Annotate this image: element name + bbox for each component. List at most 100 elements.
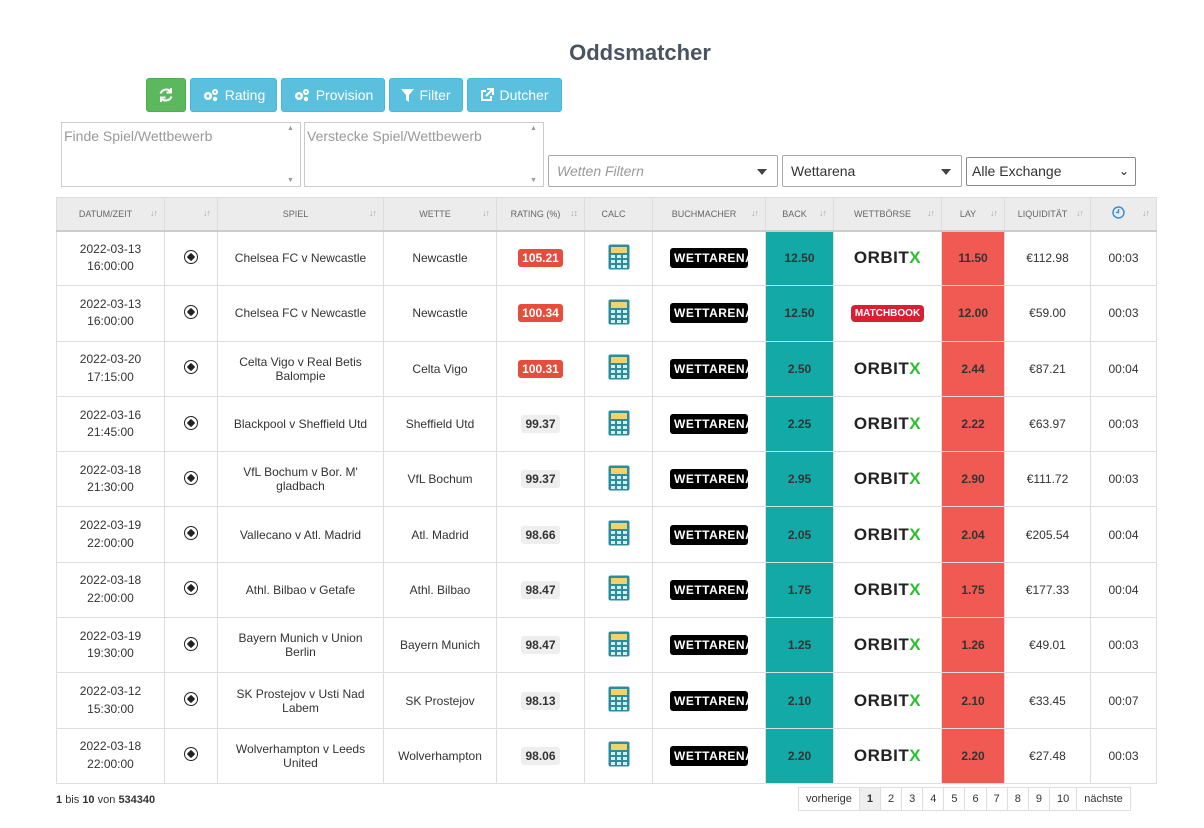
column-header-time[interactable]: ↓↑ [1090,197,1157,232]
orbitx-x-mark: X [909,358,922,378]
total-count: 534340 [118,794,156,806]
cell-bet: SK Prostejov [383,672,497,729]
row-time: 22:00:00 [87,535,134,550]
rating-badge: 98.06 [521,746,560,765]
dutcher-button[interactable]: Dutcher [467,78,562,112]
orbitx-x-mark: X [909,745,922,765]
calculator-icon[interactable] [608,410,630,439]
exchange-select[interactable]: Alle Exchange ⌄ [966,157,1136,186]
pagination-page-button[interactable]: 3 [901,787,924,811]
bookmaker-logo-wettarena[interactable]: WETTARENA [670,579,754,600]
pagination-page-button[interactable]: 8 [1006,787,1029,811]
calculator-icon[interactable] [608,299,630,328]
pagination-page-button[interactable]: 6 [964,787,987,811]
orbitx-x-mark: X [909,469,922,489]
hide-match-placeholder: Verstecke Spiel/Wettbewerb [307,128,482,144]
cell-rating: 105.21 [496,229,585,287]
column-header-back[interactable]: Back ↓↑ [765,197,834,232]
rating-button-label: Rating [224,87,266,103]
column-header-bet[interactable]: Wette ↓↑ [383,197,497,232]
pagination-page-button[interactable]: 7 [985,787,1008,811]
bookmaker-logo-wettarena[interactable]: WETTARENA [670,524,754,545]
bookmaker-logo-wettarena[interactable]: WETTARENA [670,248,754,269]
exchange-logo-orbitx: ORBITX [854,359,921,378]
pagination-page-button[interactable]: 1 [858,787,881,811]
cell-back-odds: 2.10 [765,672,834,729]
bookmaker-logo-wettarena[interactable]: WETTARENA [670,635,754,656]
calculator-icon[interactable] [608,354,630,383]
exchange-logo-orbitx: ORBITX [854,580,921,599]
orbitx-wordmark: ORBIT [853,248,910,268]
bookmaker-logo-wettarena[interactable]: WETTARENA [670,690,754,711]
calculator-icon[interactable] [608,465,630,494]
orbitx-wordmark: ORBIT [853,745,910,765]
calculator-icon[interactable] [608,631,630,660]
cell-calc [584,506,653,563]
cell-exchange: ORBITX [833,561,942,619]
bet-filter-placeholder: Wetten Filtern [557,163,644,179]
column-header-bookmaker[interactable]: Buchmacher ↓↑ [652,197,766,232]
cell-calc [584,561,653,619]
table-row: 2022-03-16 21:45:00 Blackpool v Sheffield … [56,395,1157,453]
rating-badge: 99.37 [521,470,560,489]
calculator-icon[interactable] [608,741,630,770]
sort-icon: ↓↑ [1142,208,1150,218]
sort-desc-icon: ↓↕ [570,208,578,218]
pagination-next-button[interactable]: nächste [1076,787,1131,811]
column-header-liquidity[interactable]: Liquidität ↓↑ [1004,197,1091,232]
refresh-button[interactable] [146,78,186,112]
pagination-page-button[interactable]: 5 [943,787,966,811]
cell-match: Celta Vigo v Real Betis Balompie [217,340,384,397]
bookmaker-logo-wettarena[interactable]: WETTARENA [670,745,754,766]
pagination-prev-button[interactable]: vorherige [798,787,860,811]
orbitx-x-mark: X [909,579,922,599]
cell-bookmaker: WETTARENA [652,340,766,397]
exchange-logo-orbitx: ORBITX [854,635,921,654]
bookmaker-logo-wettarena[interactable]: WETTARENA [670,414,754,435]
column-header-datetime[interactable]: Datum/Zeit ↓↑ [56,197,165,232]
textarea-scrollbar[interactable]: ▲ ▼ [530,125,540,184]
cell-datetime: 2022-03-12 15:30:00 [56,672,165,729]
calculator-icon[interactable] [608,575,630,604]
column-header-sport[interactable]: ↓↑ [164,197,218,232]
calculator-icon[interactable] [608,686,630,715]
column-header-match[interactable]: Spiel ↓↑ [217,197,384,232]
column-header-exchange[interactable]: Wettbörse ↓↑ [833,197,942,232]
soccer-ball-icon [184,692,198,707]
range-mid-text: bis [65,794,80,806]
cell-countdown: 00:04 [1090,340,1157,397]
textarea-scrollbar[interactable]: ▲ ▼ [287,125,297,184]
hide-match-textarea[interactable]: Verstecke Spiel/Wettbewerb ▲ ▼ [304,122,544,187]
calculator-icon[interactable] [608,244,630,273]
filter-icon [401,88,415,102]
cell-liquidity: €205.54 [1004,506,1091,563]
cell-rating: 99.37 [496,451,585,508]
rating-button[interactable]: Rating [190,78,277,112]
bet-filter-select[interactable]: Wetten Filtern [548,155,778,187]
bookmaker-logo-wettarena[interactable]: WETTARENA [670,469,754,490]
cell-liquidity: €112.98 [1004,229,1091,287]
bookmaker-logo-wettarena[interactable]: WETTARENA [670,358,754,379]
column-header-label: Back [782,208,807,219]
calculator-icon[interactable] [608,520,630,549]
cell-sport [164,617,218,674]
pagination-page-button[interactable]: 2 [879,787,903,811]
cell-bet: Newcastle [383,229,497,287]
caret-down-icon [941,169,951,175]
filter-button[interactable]: Filter [389,78,463,112]
scroll-up-icon: ▲ [530,125,537,132]
column-header-rating[interactable]: Rating (%) ↓↕ [496,197,585,232]
pagination-page-button[interactable]: 4 [922,787,945,811]
pagination-page-button[interactable]: 10 [1048,787,1078,811]
column-header-lay[interactable]: Lay ↓↑ [941,197,1005,232]
cell-bookmaker: WETTARENA [652,285,766,342]
provision-button[interactable]: Provision [281,78,385,112]
sort-icon: ↓↑ [751,208,759,218]
pagination-page-button[interactable]: 9 [1027,787,1050,811]
bookmaker-select[interactable]: Wettarena [782,155,962,187]
bookmaker-logo-wettarena[interactable]: WETTARENA [670,303,754,324]
cell-back-odds: 2.95 [765,451,834,508]
orbitx-wordmark: ORBIT [853,690,910,710]
find-match-textarea[interactable]: Finde Spiel/Wettbewerb ▲ ▼ [61,122,301,187]
row-time: 17:15:00 [87,369,134,384]
